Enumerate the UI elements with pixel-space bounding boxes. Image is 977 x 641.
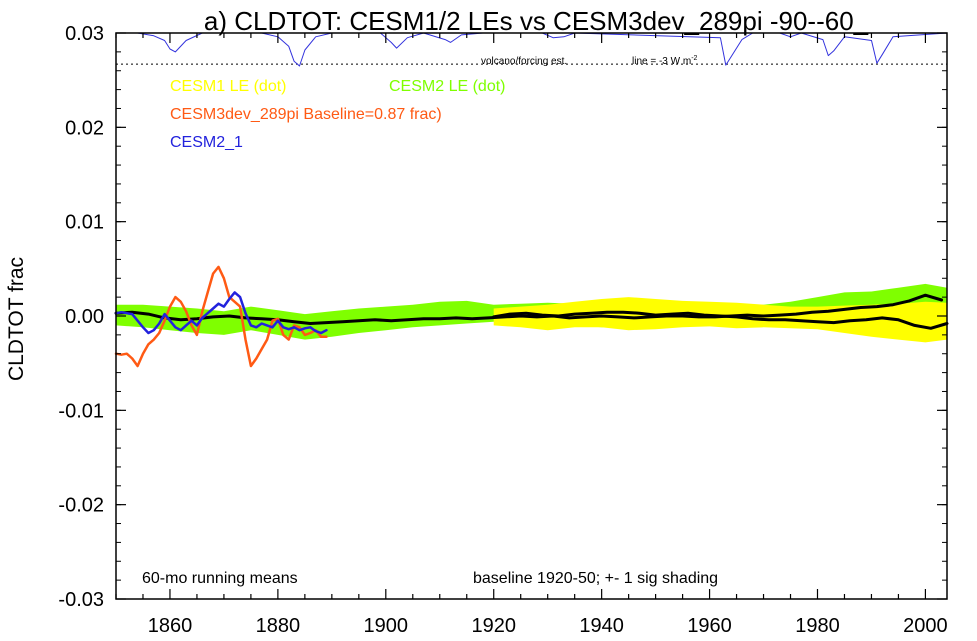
line-cesm3dev-289pi [114,265,328,368]
y-tick-label: -0.01 [58,400,104,422]
forcing-line-note-sup: -2 [691,55,697,62]
x-tick-label: 2000 [903,615,948,637]
chart-title: a) CLDTOT: CESM1/2 LEs vs CESM3dev_289pi… [204,6,869,36]
volcano-label: volcano/forcing est. [481,56,567,67]
x-tick-label: 1860 [148,615,193,637]
y-axis-label: CLDTOT frac [5,257,28,381]
x-tick-label: 1980 [795,615,840,637]
x-tick-label: 1960 [687,615,732,637]
x-tick-label: 1900 [364,615,409,637]
y-tick-label: 0.01 [65,212,104,234]
baseline-note: baseline 1920-50; +- 1 sig shading [473,570,718,587]
x-tick-label: 1920 [471,615,516,637]
running-means-note: 60-mo running means [142,570,298,587]
y-tick-label: 0.02 [65,117,104,139]
line-cesm2-1 [114,291,328,335]
legend-cesm1: CESM1 LE (dot) [170,78,286,95]
x-tick-label: 1940 [579,615,624,637]
y-tick-label: -0.02 [58,495,104,517]
line-cesm1-le-ensemble-mean [492,310,949,330]
forcing-line-note: line = -3 W m-2 [632,55,698,67]
y-tick-label: 0.00 [65,306,104,328]
y-tick-label: 0.03 [65,23,104,45]
forcing-line-note-text: line = -3 W m [632,56,691,67]
plot-area [114,32,949,368]
x-tick-label: 1880 [256,615,301,637]
band-cesm1-le-dot [493,297,947,343]
legend-cesm2-1: CESM2_1 [170,134,243,151]
axis-ticks: -0.03 -0.02 -0.01 0.00 0.01 0.02 0.03 1860 1880 1… [58,23,947,637]
y-tick-label: -0.03 [58,589,104,611]
legend-cesm2: CESM2 LE (dot) [389,78,505,95]
line-cesm2-le-ensemble-mean [114,293,944,325]
legend-cesm3dev: CESM3dev_289pi Baseline=0.87 frac) [170,106,442,123]
